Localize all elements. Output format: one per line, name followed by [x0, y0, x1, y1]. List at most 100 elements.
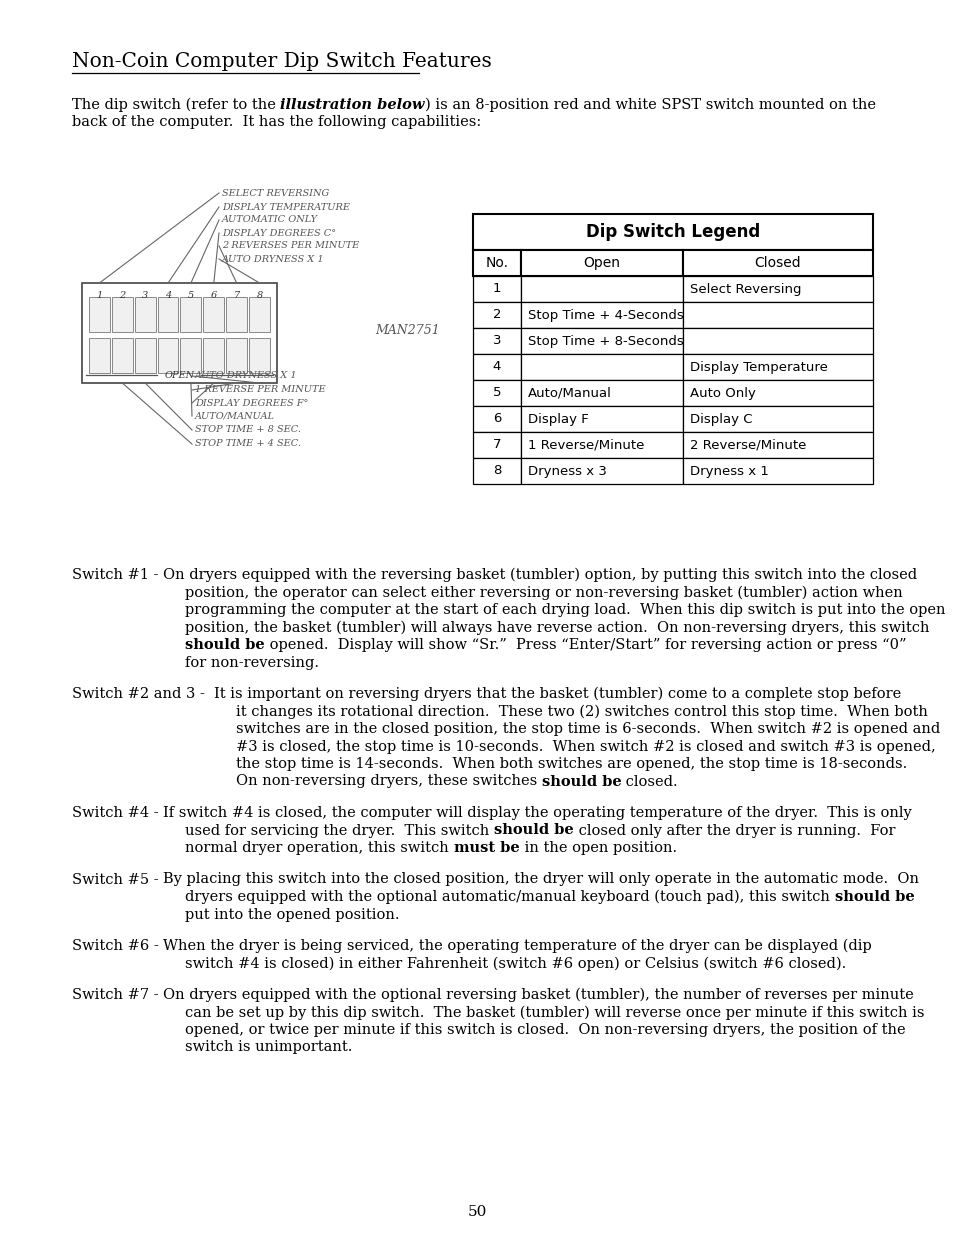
Text: position, the operator can select either reversing or non-reversing basket (tumb: position, the operator can select either…	[185, 585, 902, 600]
Text: closed only after the dryer is running.  For: closed only after the dryer is running. …	[574, 824, 895, 837]
Text: 1 Reverse/Minute: 1 Reverse/Minute	[527, 438, 643, 452]
Text: MAN2751: MAN2751	[375, 324, 439, 336]
Bar	[180, 338, 201, 373]
Text: 6: 6	[211, 291, 216, 300]
Text: #3 is closed, the stop time is 10-seconds.  When switch #2 is closed and switch : #3 is closed, the stop time is 10-second…	[235, 740, 935, 753]
Text: 3: 3	[493, 335, 500, 347]
Bar	[82, 283, 276, 383]
Text: opened.  Display will show “Sr.”  Press “Enter/Start” for reversing action or pr: opened. Display will show “Sr.” Press “E…	[265, 638, 905, 652]
Text: the stop time is 14-seconds.  When both switches are opened, the stop time is 18: the stop time is 14-seconds. When both s…	[235, 757, 906, 771]
Text: programming the computer at the start of each drying load.  When this dip switch: programming the computer at the start of…	[185, 603, 945, 618]
Bar	[520, 406, 682, 432]
Text: Non-Coin Computer Dip Switch Features: Non-Coin Computer Dip Switch Features	[71, 52, 491, 70]
Text: switch is unimportant.: switch is unimportant.	[185, 1041, 353, 1055]
Text: 5: 5	[493, 387, 500, 399]
Text: put into the opened position.: put into the opened position.	[185, 908, 399, 921]
Text: If switch #4 is closed, the computer will display the operating temperature of t: If switch #4 is closed, the computer wil…	[163, 806, 911, 820]
Text: STOP TIME + 4 SEC.: STOP TIME + 4 SEC.	[194, 440, 301, 448]
Text: 8: 8	[493, 464, 500, 478]
Text: On non-reversing dryers, these switches: On non-reversing dryers, these switches	[235, 774, 541, 788]
Bar	[682, 275, 872, 303]
Bar	[473, 406, 520, 432]
Text: closed.: closed.	[620, 774, 678, 788]
Bar	[473, 249, 520, 275]
Bar	[682, 249, 872, 275]
Bar	[89, 296, 110, 332]
Text: It is important on reversing dryers that the basket (tumbler) come to a complete: It is important on reversing dryers that…	[213, 687, 901, 701]
Bar	[520, 432, 682, 458]
Bar	[134, 338, 155, 373]
Text: SELECT REVERSING: SELECT REVERSING	[222, 189, 329, 198]
Text: The dip switch (refer to the: The dip switch (refer to the	[71, 98, 280, 112]
Bar	[520, 275, 682, 303]
Text: 7: 7	[233, 291, 239, 300]
Bar	[112, 338, 132, 373]
Bar	[473, 303, 520, 329]
Text: position, the basket (tumbler) will always have reverse action.  On non-reversin: position, the basket (tumbler) will alwa…	[185, 620, 929, 635]
Text: DISPLAY DEGREES C°: DISPLAY DEGREES C°	[222, 228, 335, 237]
Bar	[520, 329, 682, 354]
Text: in the open position.: in the open position.	[519, 841, 676, 855]
Text: AUTO DRYNESS X 1: AUTO DRYNESS X 1	[194, 372, 297, 380]
Bar	[682, 303, 872, 329]
Text: 50: 50	[467, 1205, 486, 1219]
Text: for non-reversing.: for non-reversing.	[185, 656, 319, 669]
Text: Dip Switch Legend: Dip Switch Legend	[585, 224, 760, 241]
Bar	[520, 354, 682, 380]
Bar	[520, 458, 682, 484]
Bar	[157, 296, 178, 332]
Text: illustration below: illustration below	[280, 98, 424, 112]
Text: DISPLAY TEMPERATURE: DISPLAY TEMPERATURE	[222, 203, 350, 211]
Text: Switch #2 and 3 -: Switch #2 and 3 -	[71, 687, 213, 701]
Bar	[157, 338, 178, 373]
Bar	[473, 432, 520, 458]
Bar	[473, 380, 520, 406]
Bar	[520, 303, 682, 329]
Text: 8: 8	[256, 291, 262, 300]
Bar	[226, 296, 247, 332]
Text: Auto/Manual: Auto/Manual	[527, 387, 611, 399]
Text: should be: should be	[185, 638, 265, 652]
Bar	[249, 296, 270, 332]
Text: AUTOMATIC ONLY: AUTOMATIC ONLY	[222, 215, 317, 225]
Text: Switch #1 -: Switch #1 -	[71, 568, 163, 582]
Text: used for servicing the dryer.  This switch: used for servicing the dryer. This switc…	[185, 824, 494, 837]
Bar	[473, 214, 872, 249]
Text: Open: Open	[583, 256, 619, 270]
Bar	[682, 458, 872, 484]
Bar	[473, 275, 520, 303]
Text: By placing this switch into the closed position, the dryer will only operate in : By placing this switch into the closed p…	[163, 872, 919, 887]
Text: 4: 4	[165, 291, 171, 300]
Bar	[180, 296, 201, 332]
Text: ) is an 8-position red and white SPST switch mounted on the: ) is an 8-position red and white SPST sw…	[424, 98, 875, 112]
Text: On dryers equipped with the optional reversing basket (tumbler), the number of r: On dryers equipped with the optional rev…	[163, 988, 913, 1003]
Text: Select Reversing: Select Reversing	[689, 283, 801, 295]
Bar	[112, 296, 132, 332]
Text: should be: should be	[834, 890, 914, 904]
Text: should be: should be	[541, 774, 620, 788]
Bar	[473, 354, 520, 380]
Text: 7: 7	[493, 438, 500, 452]
Bar	[134, 296, 155, 332]
Text: 6: 6	[493, 412, 500, 426]
Text: 2 Reverse/Minute: 2 Reverse/Minute	[689, 438, 805, 452]
Text: switches are in the closed position, the stop time is 6-seconds.  When switch #2: switches are in the closed position, the…	[235, 722, 939, 736]
Text: can be set up by this dip switch.  The basket (tumbler) will reverse once per mi: can be set up by this dip switch. The ba…	[185, 1005, 923, 1020]
Bar	[682, 432, 872, 458]
Bar	[249, 338, 270, 373]
Text: OPEN: OPEN	[164, 370, 194, 379]
Text: Dryness x 1: Dryness x 1	[689, 464, 768, 478]
Bar	[473, 329, 520, 354]
Bar	[520, 249, 682, 275]
Text: When the dryer is being serviced, the operating temperature of the dryer can be : When the dryer is being serviced, the op…	[163, 939, 871, 953]
Text: 1: 1	[96, 291, 103, 300]
Text: normal dryer operation, this switch: normal dryer operation, this switch	[185, 841, 454, 855]
Text: Display F: Display F	[527, 412, 588, 426]
Text: 3: 3	[142, 291, 148, 300]
Text: On dryers equipped with the reversing basket (tumbler) option, by putting this s: On dryers equipped with the reversing ba…	[163, 568, 916, 583]
Text: Switch #6 -: Switch #6 -	[71, 939, 163, 953]
Bar	[682, 354, 872, 380]
Text: 2: 2	[119, 291, 125, 300]
Bar	[520, 380, 682, 406]
Text: Display Temperature: Display Temperature	[689, 361, 827, 373]
